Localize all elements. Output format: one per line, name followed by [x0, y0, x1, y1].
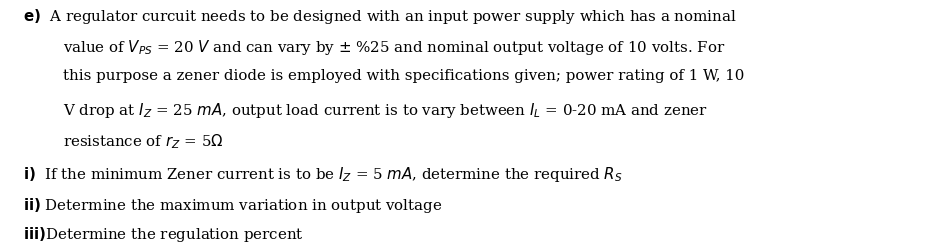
Text: V drop at $I_Z$ = 25 $mA$, output load current is to vary between $I_L$ = 0-20 m: V drop at $I_Z$ = 25 $mA$, output load c… — [63, 101, 708, 120]
Text: $\mathbf{e)}$  A regulator curcuit needs to be designed with an input power supp: $\mathbf{e)}$ A regulator curcuit needs … — [23, 7, 737, 26]
Text: this purpose a zener diode is employed with specifications given; power rating o: this purpose a zener diode is employed w… — [63, 69, 745, 83]
Text: $\mathbf{ii)}$ Determine the maximum variation in output voltage: $\mathbf{ii)}$ Determine the maximum var… — [23, 196, 442, 215]
Text: $\mathbf{iii)}$Determine the regulation percent: $\mathbf{iii)}$Determine the regulation … — [23, 225, 303, 243]
Text: resistance of $r_Z$ = 5$\Omega$: resistance of $r_Z$ = 5$\Omega$ — [63, 132, 224, 151]
Text: $\mathbf{i)}$  If the minimum Zener current is to be $\mathit{I_Z}$ = 5 $\mathit: $\mathbf{i)}$ If the minimum Zener curre… — [23, 165, 623, 184]
Text: value of $V_{PS}$ = 20 $V$ and can vary by $\pm$ %25 and nominal output voltage : value of $V_{PS}$ = 20 $V$ and can vary … — [63, 38, 725, 57]
